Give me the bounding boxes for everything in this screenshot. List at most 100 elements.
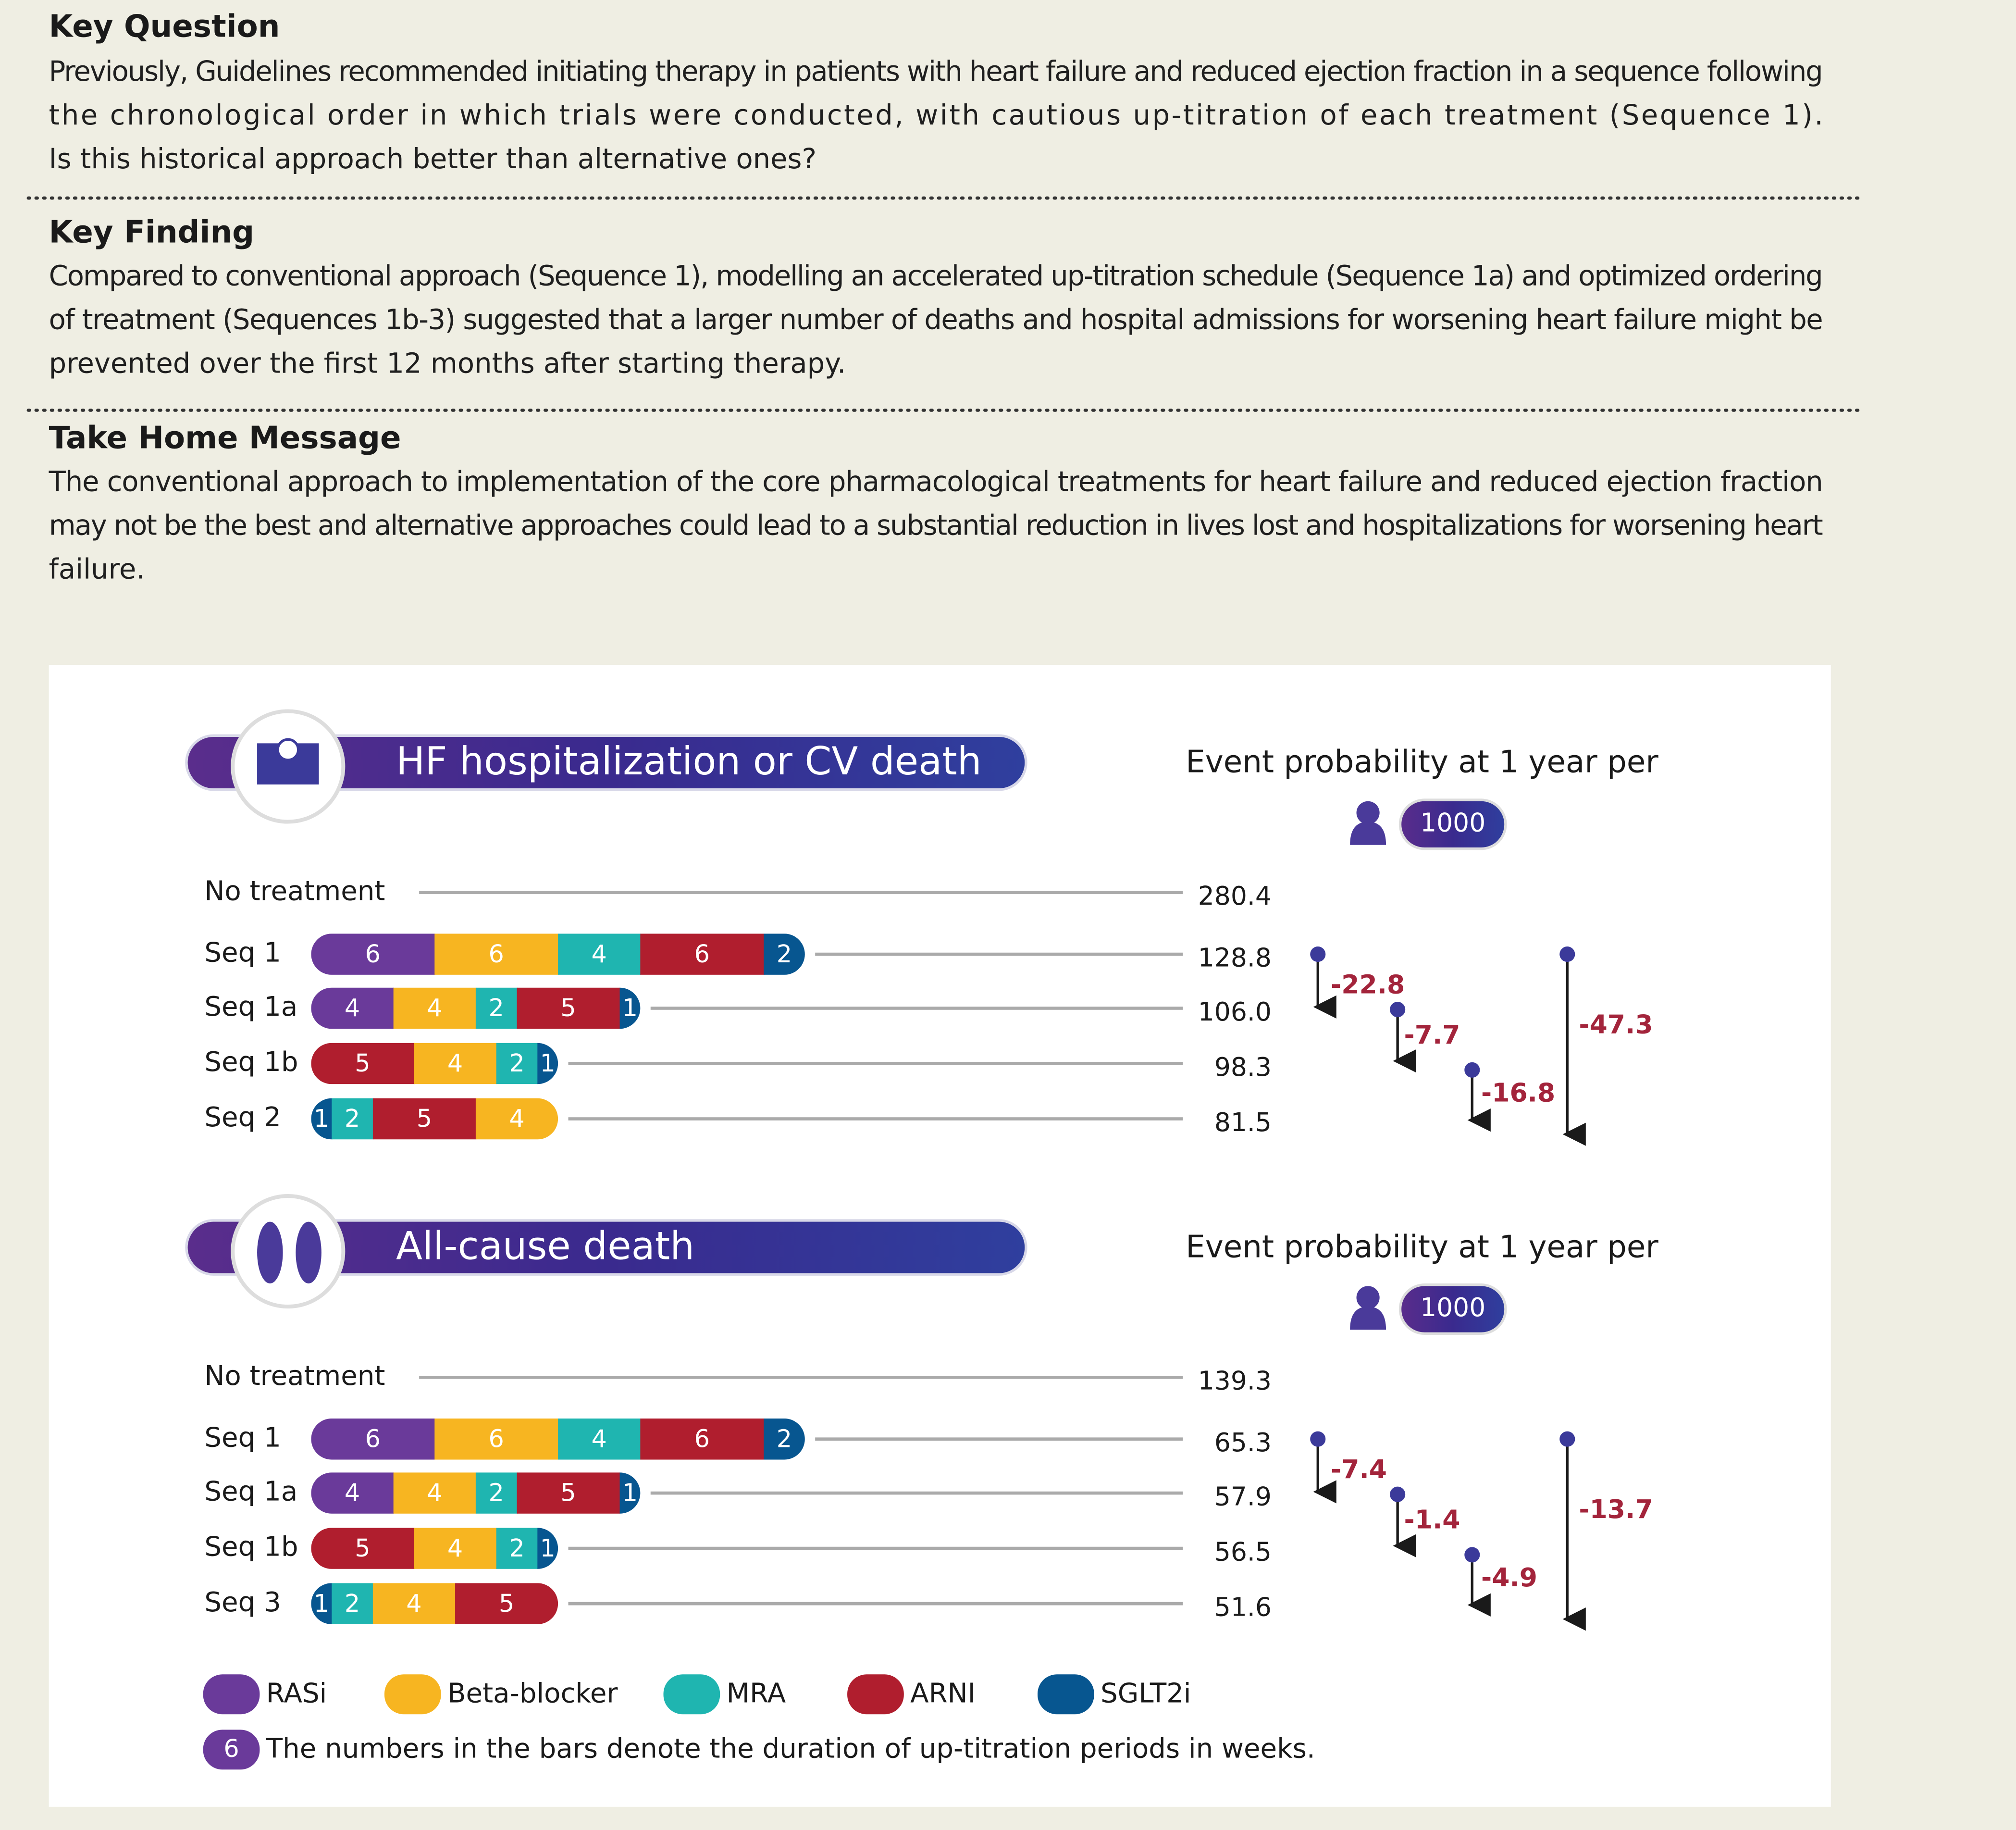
segment-weeks: 2 (489, 994, 504, 1022)
title-bar (185, 734, 1027, 791)
segment-weeks: 1 (540, 1049, 556, 1077)
arrow-start (1310, 1431, 1326, 1447)
foot-icon (296, 1221, 322, 1283)
segment-weeks: 4 (427, 994, 442, 1022)
section-text: The conventional approach to implementat… (49, 466, 1823, 498)
row-label: Seq 1a (204, 991, 297, 1022)
note-example: 6 (223, 1734, 239, 1763)
segment-weeks: 2 (345, 1104, 360, 1133)
bar-segment (311, 987, 395, 1029)
legend-note: The numbers in the bars denote the durat… (266, 1733, 1315, 1765)
bar-segment (311, 1528, 415, 1569)
per-value: 1000 (1420, 808, 1485, 838)
bar-segment (640, 934, 765, 975)
row-value: 128.8 (1198, 942, 1272, 972)
section-text: Compared to conventional approach (Seque… (49, 260, 1823, 292)
legend-label: MRA (727, 1678, 786, 1709)
segment-weeks: 2 (777, 940, 792, 968)
bar-segment (517, 987, 620, 1029)
arrow-start (1390, 1486, 1406, 1502)
section-title: Key Finding (49, 214, 254, 250)
bar-segment (332, 1583, 374, 1624)
section-text: may not be the best and alternative appr… (49, 509, 1823, 541)
segment-weeks: 6 (365, 940, 381, 968)
legend-swatch (1038, 1674, 1094, 1715)
person-icon (1356, 1286, 1380, 1309)
segment-weeks: 4 (345, 994, 360, 1022)
arrow-start (1559, 1431, 1575, 1447)
row-label: Seq 3 (204, 1587, 281, 1618)
per-pill (1398, 1283, 1507, 1335)
segment-weeks: 4 (509, 1104, 524, 1133)
row-value: 139.3 (1198, 1366, 1272, 1396)
segment-weeks: 2 (509, 1534, 524, 1562)
segment-weeks: 1 (314, 1589, 329, 1618)
legend-label: ARNI (910, 1678, 976, 1709)
segment-weeks: 5 (560, 1479, 576, 1507)
bar-segment (455, 1583, 558, 1624)
row-value: 56.5 (1214, 1536, 1272, 1567)
segment-weeks: 2 (489, 1479, 504, 1507)
segment-weeks: 4 (447, 1534, 463, 1562)
section-text: Previously, Guidelines recommended initi… (49, 55, 1823, 87)
segment-weeks: 4 (592, 940, 607, 968)
section-text: the chronological order in which trials … (49, 99, 1823, 131)
difference-label: -47.3 (1579, 1009, 1653, 1040)
person-icon (1356, 801, 1380, 824)
bar-segment (311, 934, 435, 975)
bar-segment (434, 1418, 559, 1460)
segment-weeks: 2 (777, 1424, 792, 1453)
row-value: 106.0 (1198, 996, 1272, 1027)
hospital-icon (276, 738, 300, 761)
row-value: 57.9 (1214, 1481, 1272, 1511)
segment-weeks: 5 (417, 1104, 432, 1133)
segment-weeks: 5 (355, 1049, 370, 1077)
bar-segment (475, 1098, 558, 1140)
panel-title: HF hospitalization or CV death (396, 739, 982, 784)
sequence-bar (311, 1043, 558, 1084)
segment-weeks: 4 (447, 1049, 463, 1077)
bar-segment (414, 1043, 497, 1084)
bar-segment (372, 1098, 477, 1140)
foot-icon (257, 1221, 283, 1283)
difference-label: -7.4 (1331, 1454, 1387, 1484)
bar-segment (434, 934, 559, 975)
arrow-start (1464, 1062, 1480, 1078)
row-value: 81.5 (1214, 1107, 1272, 1137)
row-value: 65.3 (1214, 1427, 1272, 1457)
bar-segment (640, 1418, 765, 1460)
bar-segment (372, 1583, 456, 1624)
sequence-bar (311, 1418, 805, 1460)
arrow-start (1390, 1002, 1406, 1018)
section-title: Key Question (49, 8, 280, 44)
bar-segment (517, 1472, 620, 1514)
sequence-bar (311, 1098, 558, 1140)
segment-weeks: 2 (345, 1589, 360, 1618)
legend-label: RASi (266, 1678, 327, 1709)
difference-label: -1.4 (1404, 1505, 1460, 1535)
bar-segment (393, 987, 477, 1029)
arrow-start (1464, 1547, 1480, 1563)
segment-weeks: 1 (622, 1479, 638, 1507)
legend-swatch (203, 1674, 260, 1715)
segment-weeks: 4 (427, 1479, 442, 1507)
section-text: of treatment (Sequences 1b-3) suggested … (49, 303, 1823, 336)
segment-weeks: 5 (560, 994, 576, 1022)
bar-segment (311, 1418, 435, 1460)
segment-weeks: 5 (499, 1589, 514, 1618)
difference-label: -13.7 (1579, 1494, 1653, 1524)
segment-weeks: 4 (345, 1479, 360, 1507)
row-label: No treatment (204, 1360, 385, 1392)
row-label: Seq 1b (204, 1531, 298, 1563)
row-label: Seq 1 (204, 937, 281, 969)
bar-segment (496, 1043, 538, 1084)
segment-weeks: 4 (592, 1424, 607, 1453)
bar-segment (332, 1098, 374, 1140)
segment-weeks: 6 (489, 1424, 504, 1453)
legend-label: SGLT2i (1101, 1678, 1191, 1709)
panel-header: Event probability at 1 year per (1186, 1229, 1658, 1265)
legend-swatch (847, 1674, 904, 1715)
row-label: Seq 2 (204, 1102, 281, 1133)
row-value: 51.6 (1214, 1592, 1272, 1622)
